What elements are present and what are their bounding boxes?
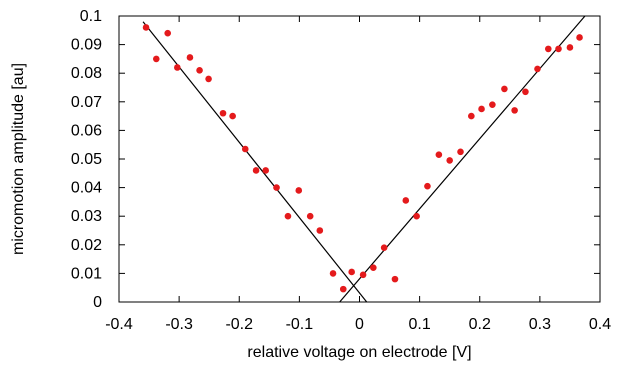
data-point — [522, 88, 529, 96]
data-point — [252, 167, 260, 174]
data-point — [391, 275, 399, 283]
fit-line-1 — [142, 21, 368, 302]
y-tick-label: 0 — [93, 294, 102, 311]
y-tick-label: 0.04 — [71, 180, 102, 197]
data-point — [511, 107, 518, 114]
y-tick-label: 0.1 — [80, 8, 102, 25]
data-point — [262, 167, 270, 174]
data-point — [348, 268, 355, 276]
y-tick-label: 0.07 — [71, 94, 102, 111]
data-points — [142, 24, 583, 293]
data-point — [576, 34, 583, 41]
x-tick-label: 0.1 — [409, 316, 431, 333]
data-point — [501, 85, 508, 93]
x-axis-label: relative voltage on electrode [V] — [247, 344, 471, 361]
data-point — [295, 187, 303, 194]
data-point — [413, 212, 420, 220]
data-point — [284, 212, 292, 220]
data-point — [306, 212, 314, 220]
y-axis: 0 0.01 0.02 0.03 0.04 0.05 0.06 0.07 0.08 0.09 0.1 — [71, 8, 600, 311]
y-tick-label: 0.03 — [71, 208, 102, 225]
x-tick-label: -0.1 — [286, 316, 314, 333]
x-tick-label: 0.2 — [469, 316, 491, 333]
data-point — [544, 45, 552, 53]
data-point — [339, 285, 347, 293]
data-point — [273, 184, 280, 191]
data-point — [566, 44, 574, 51]
data-point — [219, 109, 227, 117]
data-point — [446, 157, 453, 164]
data-point — [229, 112, 236, 120]
fit-line-2 — [339, 16, 586, 302]
x-tick-label: 0.4 — [589, 316, 611, 333]
data-point — [489, 101, 496, 108]
data-point — [316, 227, 324, 234]
data-point — [457, 148, 464, 156]
fit-lines — [142, 16, 586, 302]
data-point — [402, 197, 410, 204]
data-point — [164, 29, 172, 37]
y-tick-label: 0.08 — [71, 65, 102, 82]
data-point — [329, 270, 337, 277]
x-tick-label: -0.4 — [105, 316, 133, 333]
data-point — [435, 151, 443, 159]
data-point — [534, 65, 541, 73]
y-tick-label: 0.09 — [71, 37, 102, 54]
x-tick-label: 0 — [355, 316, 364, 333]
data-point — [186, 54, 194, 61]
data-point — [478, 105, 485, 113]
data-point — [380, 244, 388, 251]
x-axis: -0.4 -0.3 -0.2 -0.1 0 0.1 0.2 0.3 0.4 — [105, 16, 611, 333]
data-point — [196, 67, 203, 74]
y-tick-label: 0.06 — [71, 122, 102, 139]
data-point — [205, 75, 212, 83]
data-point — [241, 145, 249, 153]
x-tick-label: 0.3 — [529, 316, 551, 333]
data-point — [370, 264, 377, 271]
data-point — [142, 24, 150, 31]
data-point — [555, 45, 562, 53]
x-tick-label: -0.3 — [165, 316, 193, 333]
y-tick-label: 0.02 — [71, 237, 102, 254]
x-tick-label: -0.2 — [225, 316, 253, 333]
data-point — [424, 182, 431, 190]
y-axis-label: micromotion amplitude [au] — [10, 63, 27, 255]
data-point — [152, 55, 160, 63]
y-tick-label: 0.01 — [71, 265, 102, 282]
data-point — [174, 64, 181, 71]
data-point — [468, 112, 475, 120]
y-tick-label: 0.05 — [71, 151, 102, 168]
data-point — [359, 271, 367, 279]
